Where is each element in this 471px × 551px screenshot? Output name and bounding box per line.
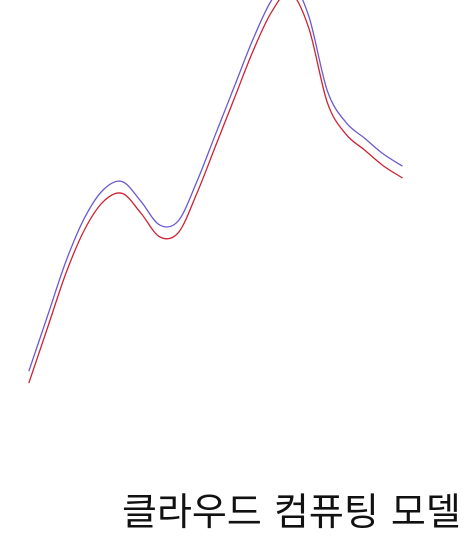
series-line-1	[28, 0, 403, 372]
chart-caption: 클라우드 컴퓨팅 모델	[122, 490, 461, 534]
series-layer	[28, 0, 403, 384]
series-line-2	[28, 0, 403, 384]
